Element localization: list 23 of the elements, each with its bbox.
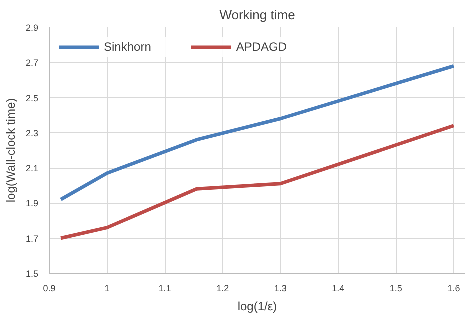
x-tick-label: 1.4 <box>332 284 345 294</box>
x-tick-label: 0.9 <box>43 284 56 294</box>
y-tick-label: 2.7 <box>26 58 39 68</box>
x-tick-label: 1.6 <box>448 284 460 294</box>
legend-label: APDAGD <box>236 40 288 54</box>
x-axis-title: log(1/ε) <box>238 300 278 314</box>
line-series <box>59 64 456 202</box>
x-tick-label: 1.3 <box>274 284 287 294</box>
y-axis-title: log(Wall-clock time) <box>4 98 18 203</box>
y-tick-label: 2.1 <box>26 164 39 174</box>
y-tick-label: 1.9 <box>26 198 39 209</box>
x-tick-label: 1.1 <box>158 284 172 294</box>
x-tick-label: 1.2 <box>216 284 230 294</box>
x-tick-label: 1 <box>104 284 110 294</box>
chart-title: Working time <box>220 8 296 22</box>
legend-label: Sinkhorn <box>104 40 152 54</box>
y-tick-label: 2.9 <box>26 23 39 33</box>
y-tick-label: 2.3 <box>26 128 39 138</box>
line-series <box>59 124 456 240</box>
y-tick-label: 2.5 <box>26 93 39 104</box>
y-tick-label: 1.5 <box>26 269 39 279</box>
x-tick-label: 1.5 <box>390 284 402 294</box>
y-tick-label: 1.7 <box>26 234 39 244</box>
